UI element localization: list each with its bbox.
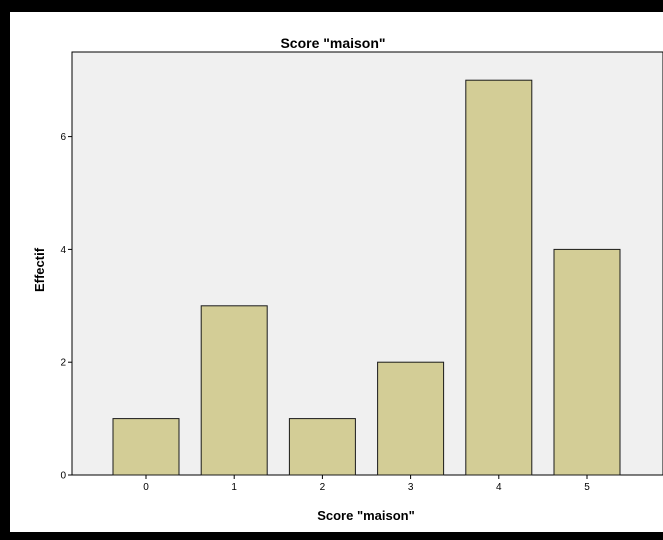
y-tick-label: 2 <box>60 358 66 369</box>
x-tick-label: 2 <box>320 482 326 493</box>
bar-5 <box>553 248 621 476</box>
y-tick-label: 6 <box>60 132 66 143</box>
x-tick-label: 0 <box>143 482 149 493</box>
bar-2 <box>288 418 356 476</box>
y-tick-label: 0 <box>60 471 66 482</box>
y-axis-label: Effectif <box>32 247 47 292</box>
x-tick-label: 5 <box>584 482 590 493</box>
x-axis: 0 1 2 3 4 5 <box>143 475 590 493</box>
bar-3 <box>377 361 445 476</box>
x-axis-label: Score "maison" <box>317 508 415 523</box>
bars-group <box>112 79 621 476</box>
chart-title: Score "maison" <box>280 35 385 51</box>
x-tick-label: 1 <box>231 482 237 493</box>
y-tick-label: 4 <box>60 245 66 256</box>
bar-1 <box>200 305 268 476</box>
chart-frame: Score "maison" 0 2 4 6 0 1 2 3 4 5 Score "maison… <box>10 12 663 532</box>
bar-4 <box>465 79 533 476</box>
bar-chart: Score "maison" 0 2 4 6 0 1 2 3 4 5 Score "maison… <box>32 35 663 523</box>
x-tick-label: 4 <box>496 482 502 493</box>
y-axis: 0 2 4 6 <box>60 132 72 482</box>
bar-0 <box>112 418 180 476</box>
x-tick-label: 3 <box>408 482 414 493</box>
